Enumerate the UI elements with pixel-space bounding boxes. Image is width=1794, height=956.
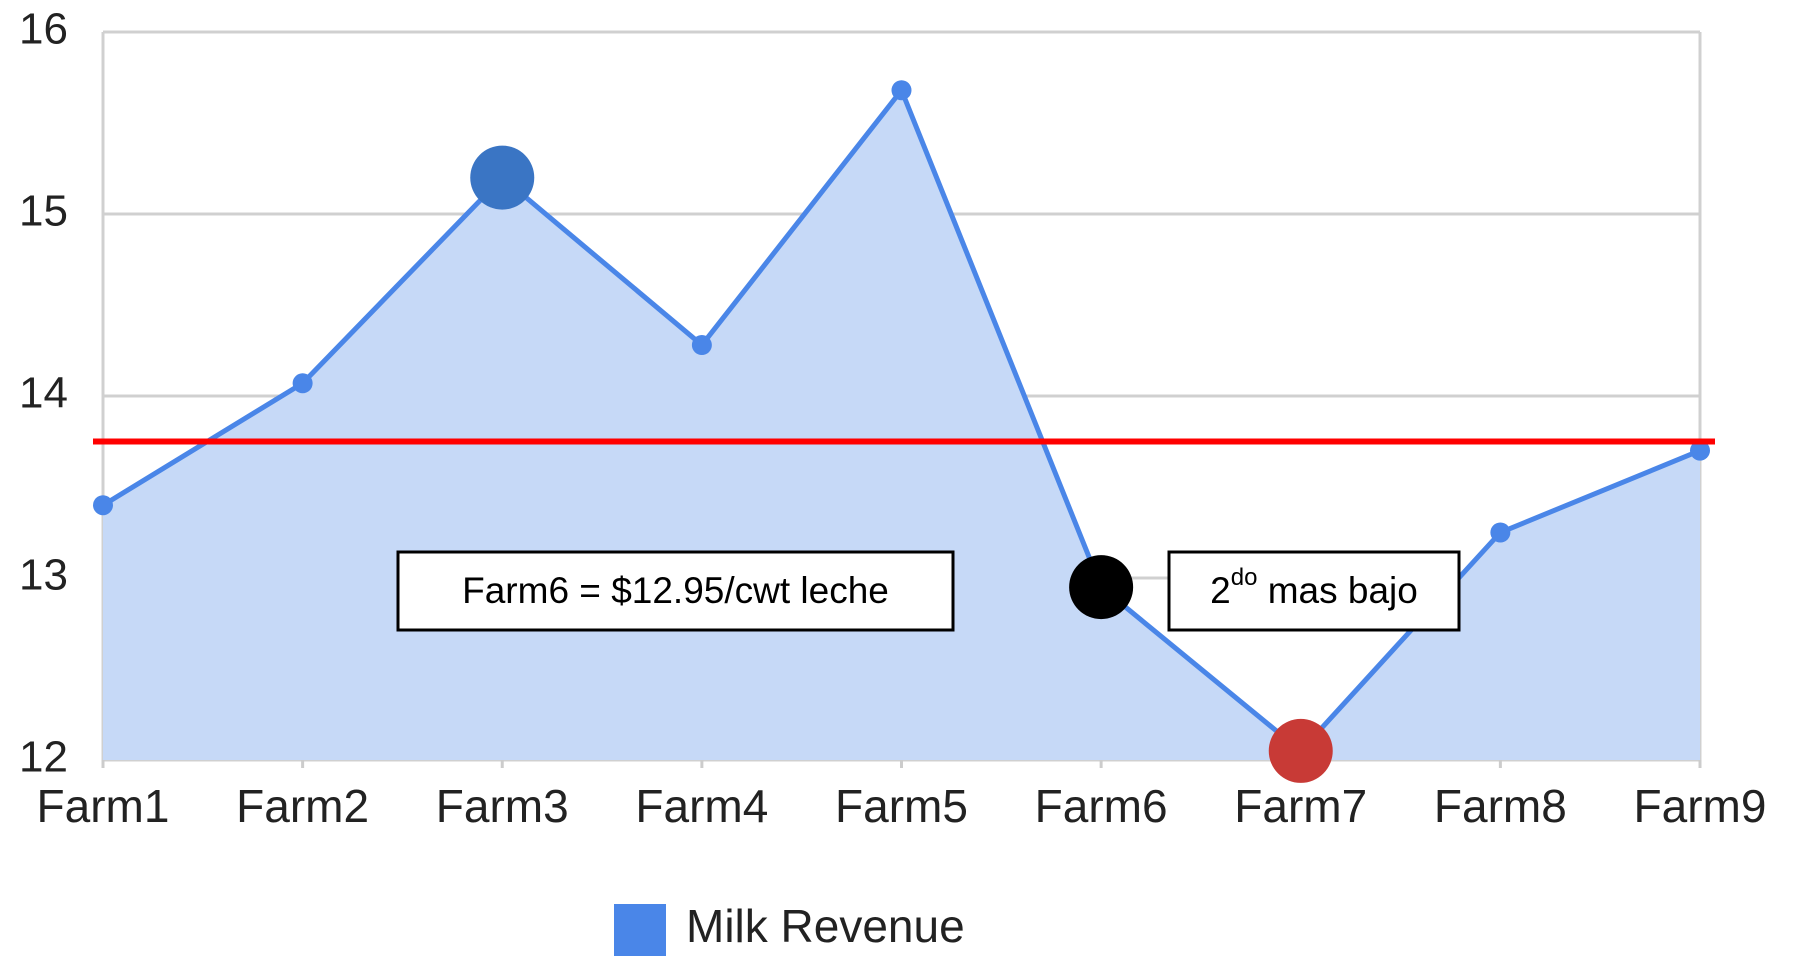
x-tick-label: Farm5 xyxy=(835,780,968,832)
y-tick-label: 13 xyxy=(19,551,68,600)
annotation-text: mas bajo xyxy=(1257,570,1417,611)
highlight-point xyxy=(1268,718,1333,783)
annotation-text: Farm6 = $12.95/cwt leche xyxy=(462,570,889,611)
y-tick-label: 12 xyxy=(19,733,68,782)
area xyxy=(103,90,1700,761)
y-tick-label: 15 xyxy=(19,187,68,236)
x-tick-label: Farm2 xyxy=(236,780,369,832)
annotation: Farm6 = $12.95/cwt leche xyxy=(462,570,889,611)
point xyxy=(691,335,712,356)
annotation: 2do mas bajo xyxy=(1210,564,1418,610)
annotation-superscript: do xyxy=(1231,564,1258,591)
y-tick-label: 14 xyxy=(19,369,68,418)
x-tick-label: Farm8 xyxy=(1434,780,1567,832)
highlight-point xyxy=(1069,555,1134,620)
x-tick-label: Farm9 xyxy=(1634,780,1767,832)
point xyxy=(891,80,912,101)
legend-swatch xyxy=(614,904,666,956)
point xyxy=(292,373,313,394)
x-tick-label: Farm6 xyxy=(1035,780,1168,832)
point xyxy=(93,495,113,516)
y-tick-label: 16 xyxy=(19,5,68,54)
x-tick-label: Farm7 xyxy=(1234,780,1367,832)
legend-label: Milk Revenue xyxy=(686,900,965,952)
annotation-text: 2 xyxy=(1210,570,1231,611)
x-tick-label: Farm1 xyxy=(37,780,170,832)
point xyxy=(1490,522,1511,543)
point xyxy=(1690,440,1710,461)
annotation-box xyxy=(1167,550,1461,632)
x-tick-label: Farm3 xyxy=(436,780,569,832)
highlight-point xyxy=(470,145,535,210)
annotation-box xyxy=(396,550,955,632)
x-tick-label: Farm4 xyxy=(635,780,768,832)
